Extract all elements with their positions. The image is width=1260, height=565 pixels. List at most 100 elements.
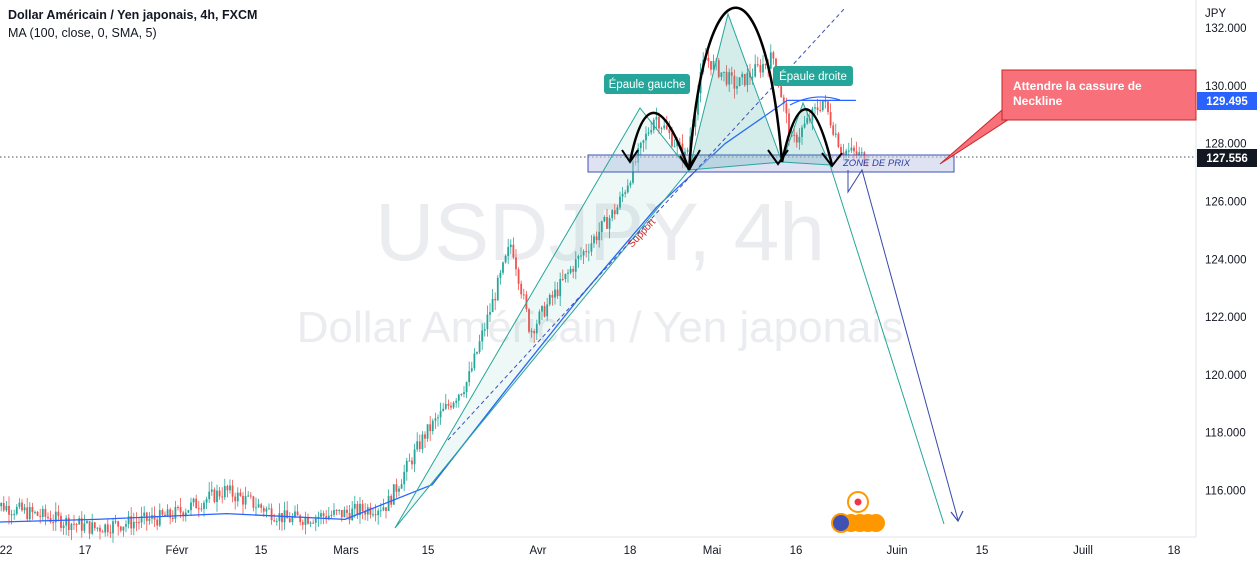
candle-body: [629, 182, 632, 186]
x-tick-label: 15: [255, 545, 268, 557]
candle-body: [112, 521, 114, 534]
candle-body: [96, 527, 99, 529]
candle-body: [697, 93, 699, 115]
candle-body: [270, 508, 273, 521]
candle-body: [335, 510, 338, 512]
candle-body: [10, 514, 13, 516]
candle-body: [356, 503, 359, 516]
x-tick-label: 18: [1168, 545, 1181, 557]
candle-body: [517, 269, 520, 284]
candle-body: [260, 504, 263, 508]
currency-label: JPY: [1205, 8, 1226, 20]
candle-body: [239, 492, 242, 496]
candle-body: [780, 86, 783, 98]
candle-body: [814, 107, 816, 109]
candle-body: [403, 471, 406, 485]
callout-line2: Neckline: [1013, 94, 1063, 108]
candle-body: [218, 490, 221, 497]
us-flag-icon[interactable]: [831, 513, 851, 533]
x-tick-label: Mars: [333, 545, 359, 557]
candle-body: [559, 279, 562, 297]
candle-body: [312, 522, 315, 524]
price-axis[interactable]: 116.000 118.000 120.000 122.000 124.000 126.0…: [1205, 23, 1247, 497]
candle-body: [327, 515, 330, 520]
candle-body: [842, 152, 845, 156]
candle-body: [395, 484, 398, 492]
time-axis[interactable]: 22 17 Févr 15 Mars 15 Avr 18 Mai 16 Juin 15 Juill 18: [0, 545, 1180, 557]
ma-line: [0, 99, 856, 523]
candle-body: [83, 523, 86, 531]
drawings-layer: ZONE DE PRIX Support Attendre la cassure: [0, 6, 1197, 529]
candle-body: [413, 449, 416, 465]
events-icons[interactable]: [831, 491, 885, 533]
candle-body: [728, 72, 731, 85]
candle-body: [509, 244, 512, 248]
candle-body: [746, 72, 749, 86]
candle-body: [585, 251, 588, 253]
x-tick-label: Avr: [529, 545, 546, 557]
x-tick-label: 16: [790, 545, 803, 557]
candle-body: [426, 424, 429, 439]
candle-body: [494, 298, 497, 301]
candle-body: [520, 283, 523, 295]
left-shoulder-label: Épaule gauche: [609, 78, 686, 91]
right-shoulder-arch: [780, 108, 834, 166]
candle-body: [408, 460, 411, 462]
candle-body: [733, 75, 736, 89]
candle-body: [580, 255, 582, 257]
candle-body: [156, 519, 159, 526]
candle-body: [23, 507, 26, 511]
candle-body: [398, 488, 400, 492]
last-price-tag: [1197, 149, 1257, 167]
candle-body: [52, 522, 55, 524]
candle-body: [2, 503, 5, 511]
candle-body: [106, 524, 109, 533]
candle-body: [104, 524, 107, 533]
candle-body: [548, 295, 551, 305]
y-tick-label: 124.000: [1205, 254, 1247, 266]
candle-body: [114, 521, 117, 523]
candle-body: [93, 522, 96, 529]
candle-body: [431, 420, 434, 432]
candle-body: [330, 514, 333, 516]
candle-body: [364, 511, 367, 515]
candle-body: [554, 289, 556, 298]
candle-body: [616, 207, 619, 215]
candle-body: [434, 418, 437, 421]
candle-body: [452, 402, 455, 408]
candle-body: [387, 495, 390, 511]
candle-body: [481, 330, 484, 342]
candle-body: [190, 502, 192, 511]
candle-body: [223, 485, 226, 498]
head-triangle: [688, 12, 783, 171]
y-tick-label: 130.000: [1205, 81, 1247, 93]
left-shoulder-triangle: [394, 107, 690, 529]
candle-body: [860, 152, 863, 154]
ma-price-tag-label: 129.495: [1206, 96, 1248, 108]
candle-body: [177, 507, 179, 509]
x-tick-label: Juill: [1073, 545, 1093, 557]
callout-box: [1001, 69, 1197, 121]
candle-body: [314, 517, 317, 523]
candle-body: [75, 524, 78, 526]
chart-legend: Dollar Américain / Yen japonais, 4h, FXC…: [8, 6, 257, 42]
candle-body: [18, 502, 21, 507]
candle-body: [249, 495, 252, 497]
ma-tail: [789, 96, 841, 106]
right-shoulder-label: Épaule droite: [779, 70, 847, 83]
candle-body: [301, 522, 304, 525]
candle-body: [624, 192, 627, 194]
candle-body: [122, 526, 125, 531]
candle-body: [411, 460, 413, 465]
candle-body: [741, 74, 744, 78]
candle-body: [424, 434, 426, 439]
candle-body: [195, 498, 198, 509]
candle-body: [119, 526, 122, 531]
candle-body: [593, 236, 595, 244]
candle-body: [208, 491, 211, 500]
candle-body: [686, 149, 689, 152]
right-shoulder-badge: [773, 66, 853, 86]
candle-body: [169, 509, 172, 518]
candle-body: [78, 518, 81, 525]
